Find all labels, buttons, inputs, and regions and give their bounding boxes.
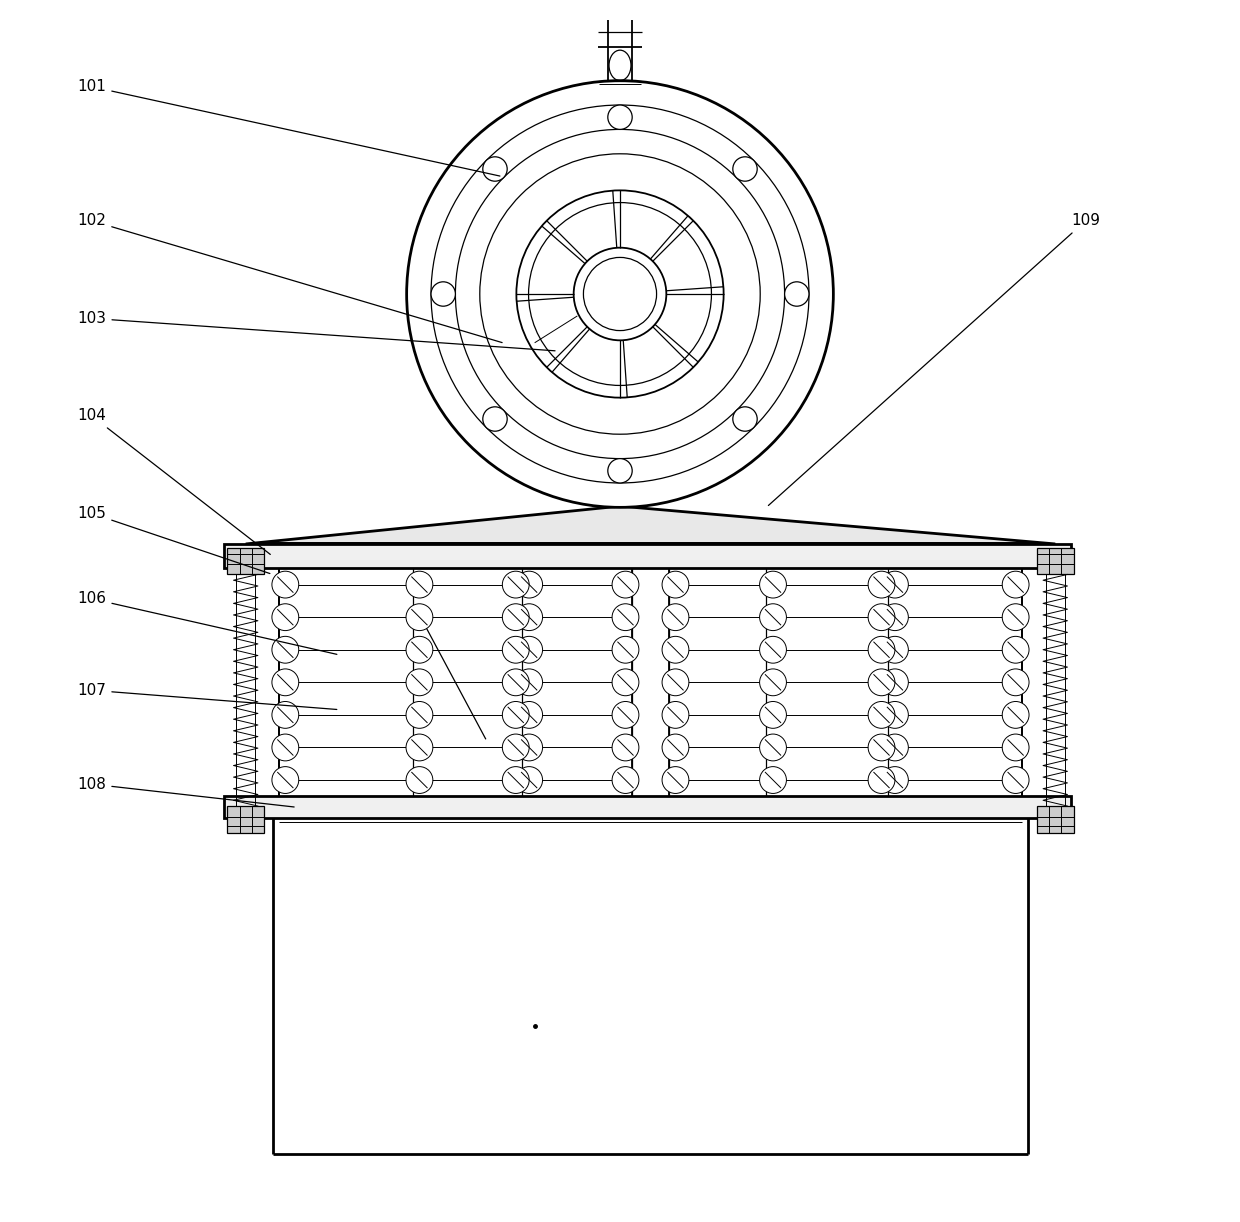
Text: 104: 104	[77, 408, 270, 555]
Circle shape	[1002, 571, 1029, 598]
Circle shape	[882, 701, 909, 728]
Circle shape	[662, 766, 689, 793]
Circle shape	[882, 571, 909, 598]
Circle shape	[272, 637, 299, 664]
Circle shape	[405, 571, 433, 598]
Bar	[227, 547, 264, 574]
Circle shape	[613, 766, 639, 793]
Bar	[1037, 547, 1074, 574]
Circle shape	[733, 407, 758, 431]
Circle shape	[662, 668, 689, 695]
Circle shape	[516, 604, 543, 631]
Circle shape	[760, 701, 786, 728]
Circle shape	[405, 604, 433, 631]
Text: 106: 106	[77, 591, 337, 654]
Circle shape	[662, 571, 689, 598]
Text: 103: 103	[77, 310, 556, 351]
Circle shape	[482, 156, 507, 181]
Circle shape	[882, 604, 909, 631]
Circle shape	[760, 766, 786, 793]
Circle shape	[882, 734, 909, 761]
Circle shape	[502, 571, 529, 598]
Circle shape	[272, 734, 299, 761]
Circle shape	[1002, 637, 1029, 664]
Circle shape	[432, 282, 455, 307]
Bar	[227, 807, 264, 833]
Circle shape	[662, 604, 689, 631]
Circle shape	[882, 637, 909, 664]
Circle shape	[1002, 668, 1029, 695]
Text: 107: 107	[77, 683, 337, 710]
Circle shape	[1002, 734, 1029, 761]
Circle shape	[502, 734, 529, 761]
Circle shape	[868, 571, 895, 598]
Text: 101: 101	[77, 79, 500, 176]
Circle shape	[613, 637, 639, 664]
Bar	[223, 797, 1071, 819]
Circle shape	[760, 637, 786, 664]
Circle shape	[868, 604, 895, 631]
Circle shape	[516, 766, 543, 793]
Circle shape	[516, 571, 543, 598]
Circle shape	[516, 734, 543, 761]
Circle shape	[516, 668, 543, 695]
Circle shape	[502, 668, 529, 695]
Circle shape	[785, 282, 808, 307]
Text: 102: 102	[77, 214, 502, 342]
Circle shape	[613, 668, 639, 695]
Circle shape	[613, 604, 639, 631]
Circle shape	[272, 604, 299, 631]
Circle shape	[1002, 766, 1029, 793]
Circle shape	[272, 668, 299, 695]
Circle shape	[760, 668, 786, 695]
Circle shape	[613, 701, 639, 728]
Circle shape	[405, 637, 433, 664]
Circle shape	[733, 156, 758, 181]
Circle shape	[405, 668, 433, 695]
Circle shape	[882, 668, 909, 695]
Circle shape	[613, 571, 639, 598]
Circle shape	[407, 81, 833, 507]
Circle shape	[502, 701, 529, 728]
Bar	[223, 544, 1071, 568]
Circle shape	[482, 407, 507, 431]
Circle shape	[760, 604, 786, 631]
Circle shape	[272, 766, 299, 793]
Circle shape	[405, 701, 433, 728]
Polygon shape	[246, 506, 1055, 544]
Circle shape	[502, 637, 529, 664]
Circle shape	[1002, 701, 1029, 728]
Circle shape	[502, 766, 529, 793]
Circle shape	[868, 734, 895, 761]
Circle shape	[882, 766, 909, 793]
Text: 109: 109	[769, 214, 1100, 506]
Circle shape	[760, 734, 786, 761]
Circle shape	[868, 637, 895, 664]
Circle shape	[1002, 604, 1029, 631]
Circle shape	[608, 458, 632, 483]
Circle shape	[760, 571, 786, 598]
Circle shape	[662, 637, 689, 664]
Circle shape	[272, 571, 299, 598]
Circle shape	[516, 637, 543, 664]
Circle shape	[516, 701, 543, 728]
Text: 105: 105	[77, 506, 270, 573]
Circle shape	[662, 701, 689, 728]
Circle shape	[608, 105, 632, 130]
Circle shape	[662, 734, 689, 761]
Circle shape	[405, 766, 433, 793]
Text: 108: 108	[77, 777, 294, 807]
Circle shape	[405, 734, 433, 761]
Circle shape	[272, 701, 299, 728]
Circle shape	[868, 701, 895, 728]
Circle shape	[613, 734, 639, 761]
Circle shape	[502, 604, 529, 631]
Bar	[1037, 807, 1074, 833]
Circle shape	[868, 766, 895, 793]
Circle shape	[868, 668, 895, 695]
